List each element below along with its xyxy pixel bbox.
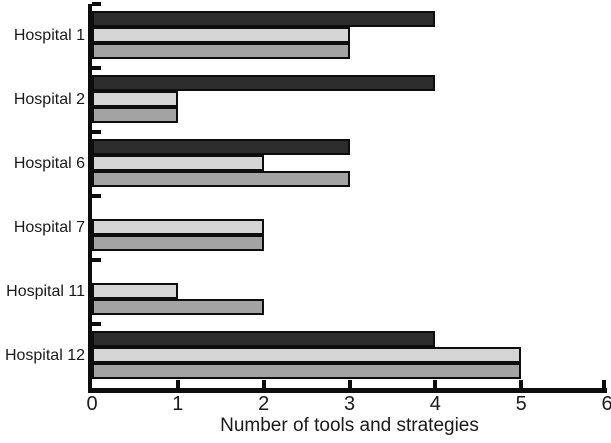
bar-slot (92, 107, 607, 123)
bar-group (92, 4, 607, 59)
bar-light-gray (92, 283, 178, 299)
y-axis-tick (92, 130, 101, 134)
bar-light-gray (92, 219, 264, 235)
x-axis-tick (519, 380, 524, 388)
bar-slot (92, 139, 607, 155)
category-label: Hospital 6 (13, 155, 85, 172)
bar-group (92, 260, 607, 315)
bar-medium-gray (92, 43, 350, 59)
x-axis-tick-label: 4 (429, 393, 441, 415)
category-label: Hospital 1 (13, 27, 85, 44)
bar-slot (92, 91, 607, 107)
bar-slot (92, 299, 607, 315)
category-label: Hospital 12 (4, 347, 85, 364)
bar-slot (92, 171, 607, 187)
x-axis-tick (433, 380, 438, 388)
bar-dark (92, 75, 436, 91)
y-axis-tick (92, 258, 101, 262)
category-band: Hospital 2 (14, 66, 607, 132)
bar-group (92, 132, 607, 187)
bar-group (92, 324, 607, 379)
x-axis-tick (347, 380, 352, 388)
bar-slot (92, 283, 607, 299)
bar-slot (92, 219, 607, 235)
bar-slot (92, 27, 607, 43)
bar-slot (92, 331, 607, 347)
bar-medium-gray (92, 363, 522, 379)
bar-group (92, 68, 607, 123)
bar-light-gray (92, 347, 522, 363)
y-axis-line (88, 4, 92, 393)
bar-slot (92, 75, 607, 91)
bar-light-gray (92, 27, 350, 43)
x-axis-tick (261, 380, 266, 388)
bar-medium-gray (92, 171, 350, 187)
x-axis-tick-label: 0 (86, 393, 98, 415)
bar-slot (92, 235, 607, 251)
bar-light-gray (92, 155, 264, 171)
x-axis-tick (602, 380, 606, 388)
x-axis-tick-label: 3 (343, 393, 356, 415)
x-axis-tick-label: 2 (258, 393, 270, 415)
x-axis-tick-label: 5 (515, 393, 527, 415)
bar-slot (92, 347, 607, 363)
y-axis-tick (92, 66, 101, 70)
category-label: Hospital 11 (6, 283, 85, 300)
bar-medium-gray (92, 107, 178, 123)
plot-area: Hospital 1 Hospital 2 Hospital 6 Hospital 7… (5, 2, 607, 393)
y-axis-tick (92, 194, 101, 198)
bar-dark (92, 11, 436, 27)
x-axis-tick-label: 1 (172, 393, 184, 415)
category-band: Hospital 12 (5, 322, 607, 388)
x-axis-tick-label: 6 (601, 393, 611, 415)
bar-slot (92, 267, 607, 283)
bar-light-gray (92, 91, 178, 107)
bar-dark (92, 139, 350, 155)
bar-slot (92, 11, 607, 27)
bar-slot (92, 203, 607, 219)
bar-medium-gray (92, 299, 264, 315)
category-band: Hospital 7 (14, 194, 607, 260)
category-band: Hospital 1 (14, 2, 607, 68)
bar-medium-gray (92, 235, 264, 251)
x-axis-tick (175, 380, 180, 388)
category-label: Hospital 7 (13, 219, 85, 236)
category-label: Hospital 2 (13, 91, 85, 108)
x-axis-line (88, 388, 607, 393)
category-band: Hospital 6 (14, 130, 607, 196)
bar-slot (92, 363, 607, 379)
bar-slot (92, 155, 607, 171)
y-axis-tick (92, 2, 101, 6)
bar-slot (92, 43, 607, 59)
y-axis-tick (92, 322, 101, 326)
x-axis-title: Number of tools and strategies (220, 415, 479, 436)
category-band: Hospital 11 (6, 258, 607, 324)
bar-dark (92, 331, 436, 347)
bar-group (92, 196, 607, 251)
